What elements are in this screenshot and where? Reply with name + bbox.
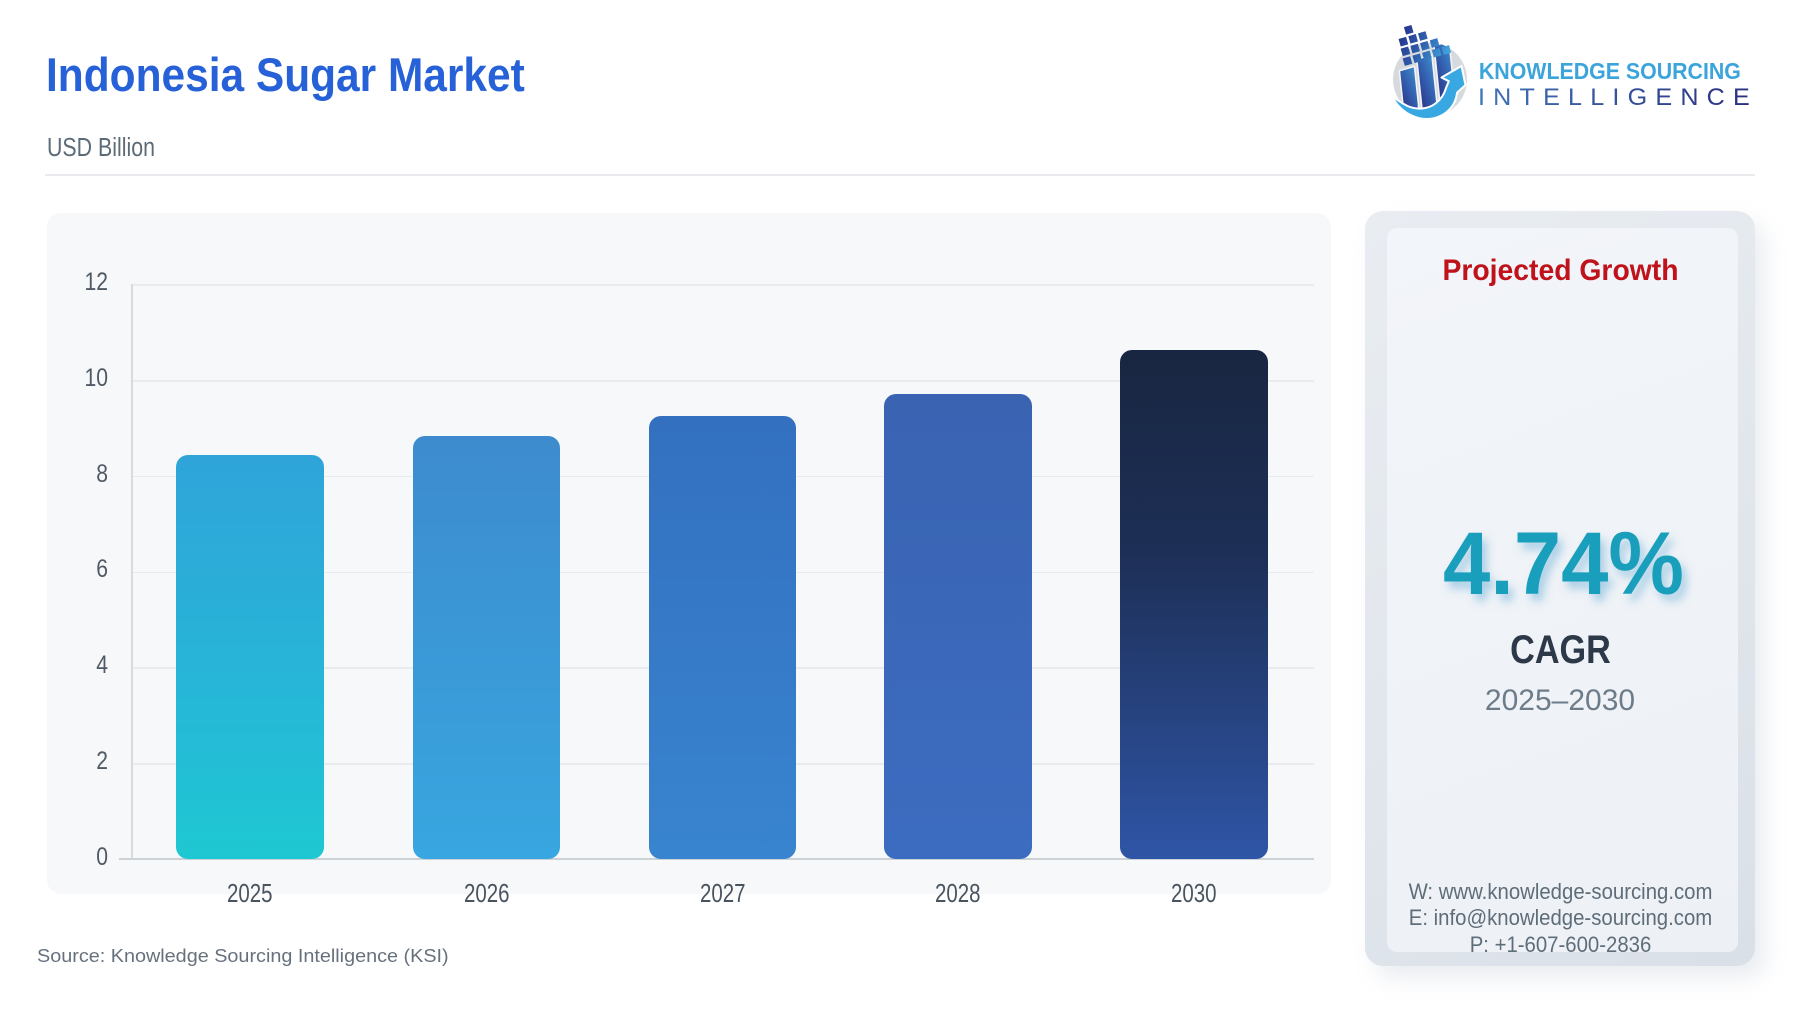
- svg-text:KNOWLEDGE SOURCING: KNOWLEDGE SOURCING: [1479, 58, 1741, 84]
- svg-text:INTELLIGENCE: INTELLIGENCE: [1478, 84, 1758, 111]
